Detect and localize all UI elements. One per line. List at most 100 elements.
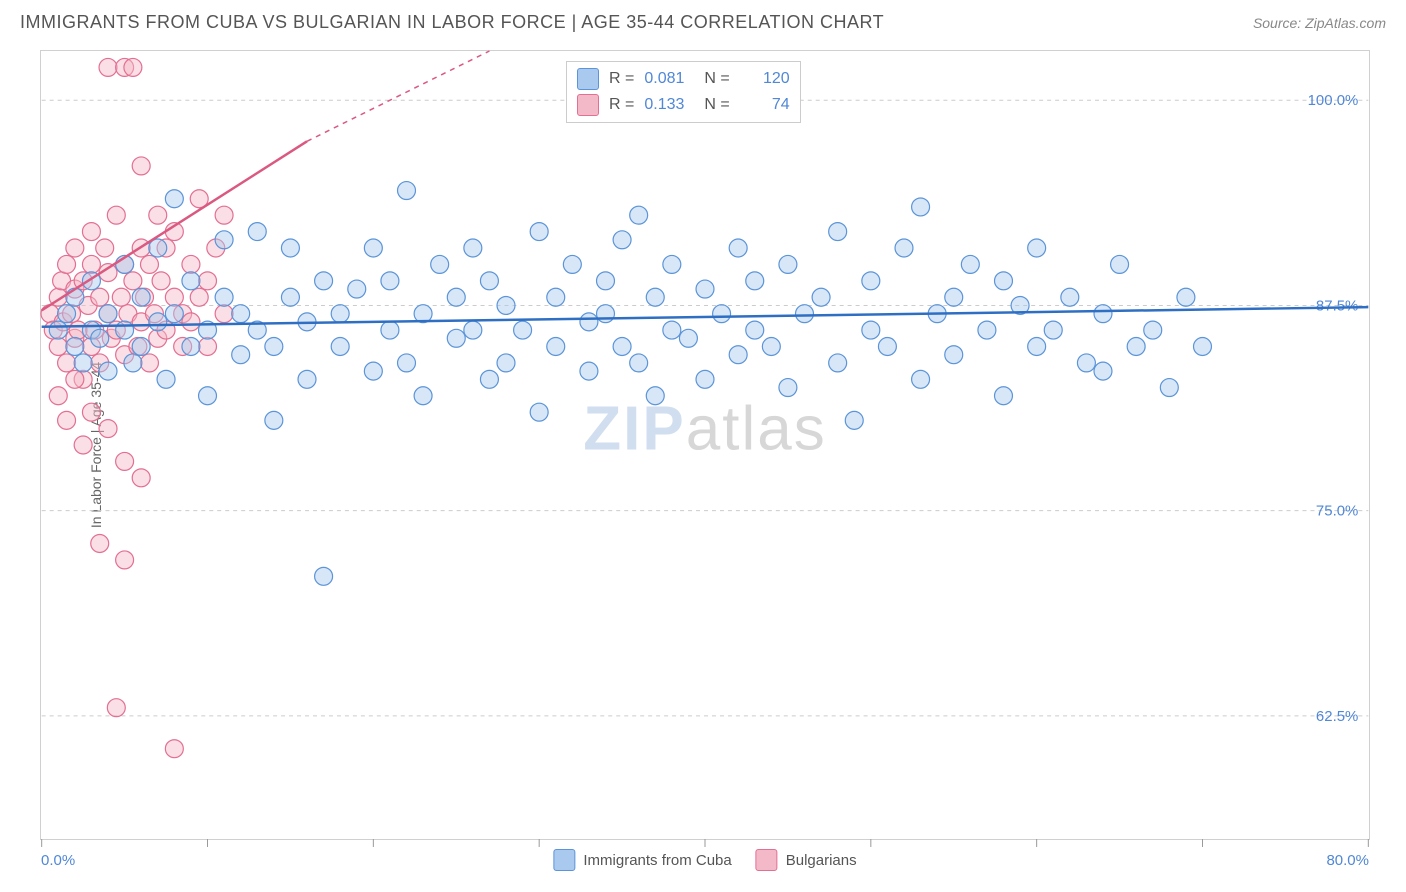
- data-point: [762, 338, 780, 356]
- data-point: [91, 535, 109, 553]
- data-point: [82, 255, 100, 273]
- data-point: [779, 379, 797, 397]
- data-point: [248, 223, 266, 241]
- stats-swatch: [577, 68, 599, 90]
- data-point: [182, 313, 200, 331]
- data-point: [646, 288, 664, 306]
- scatter-plot-svg: 62.5% 75.0% 87.5% 100.0%: [41, 51, 1369, 839]
- data-point: [514, 321, 532, 339]
- data-point: [112, 288, 130, 306]
- data-point: [679, 329, 697, 347]
- data-point: [696, 280, 714, 298]
- data-point: [107, 206, 125, 224]
- data-point: [165, 305, 183, 323]
- data-point: [149, 313, 167, 331]
- data-point: [315, 567, 333, 585]
- x-axis-start-label: 0.0%: [41, 852, 75, 869]
- data-point: [116, 452, 134, 470]
- data-point: [464, 239, 482, 257]
- data-point: [66, 288, 84, 306]
- data-point: [1028, 338, 1046, 356]
- data-point: [140, 354, 158, 372]
- stats-n-value: 120: [740, 70, 790, 88]
- stats-r-value: 0.081: [644, 70, 694, 88]
- data-point: [132, 157, 150, 175]
- data-point: [729, 239, 747, 257]
- data-point: [281, 239, 299, 257]
- data-point: [829, 354, 847, 372]
- data-point: [265, 338, 283, 356]
- data-point: [82, 403, 100, 421]
- data-point: [563, 255, 581, 273]
- legend-item: Immigrants from Cuba: [553, 849, 731, 871]
- data-point: [663, 321, 681, 339]
- data-point: [862, 272, 880, 290]
- stats-r-value: 0.133: [644, 96, 694, 114]
- data-point: [215, 305, 233, 323]
- data-point: [1111, 255, 1129, 273]
- data-point: [157, 370, 175, 388]
- data-point: [945, 288, 963, 306]
- data-point: [49, 321, 67, 339]
- stats-swatch: [577, 94, 599, 116]
- data-point: [91, 288, 109, 306]
- data-point: [107, 699, 125, 717]
- data-point: [729, 346, 747, 364]
- data-point: [1077, 354, 1095, 372]
- data-point: [547, 288, 565, 306]
- data-point: [597, 305, 615, 323]
- y-tick-label: 100.0%: [1308, 92, 1359, 109]
- data-point: [613, 231, 631, 249]
- data-point: [182, 255, 200, 273]
- data-point: [1177, 288, 1195, 306]
- data-point: [381, 321, 399, 339]
- y-tick-label: 87.5%: [1316, 297, 1358, 314]
- stats-row: R = 0.081 N = 120: [577, 66, 790, 92]
- data-point: [862, 321, 880, 339]
- data-point: [1094, 305, 1112, 323]
- stats-r-label: R =: [609, 70, 634, 88]
- data-point: [497, 296, 515, 314]
- data-point: [398, 182, 416, 200]
- data-point: [140, 255, 158, 273]
- data-point: [630, 354, 648, 372]
- data-point: [613, 338, 631, 356]
- data-point: [232, 305, 250, 323]
- data-point: [58, 255, 76, 273]
- data-point: [796, 305, 814, 323]
- data-point: [779, 255, 797, 273]
- data-point: [414, 387, 432, 405]
- data-point: [165, 740, 183, 758]
- x-axis-end-label: 80.0%: [1326, 852, 1369, 869]
- data-point: [165, 288, 183, 306]
- data-point: [530, 223, 548, 241]
- legend-swatch: [553, 849, 575, 871]
- data-point: [96, 239, 114, 257]
- data-point: [381, 272, 399, 290]
- data-point: [1144, 321, 1162, 339]
- y-tick-label: 62.5%: [1316, 708, 1358, 725]
- data-point: [199, 272, 217, 290]
- data-point: [199, 338, 217, 356]
- chart-container: In Labor Force | Age 35-44 62.5%75.0%87.…: [40, 50, 1370, 840]
- data-point: [398, 354, 416, 372]
- data-point: [995, 272, 1013, 290]
- data-point: [364, 239, 382, 257]
- data-point: [66, 370, 84, 388]
- data-point: [646, 387, 664, 405]
- stats-row: R = 0.133 N = 74: [577, 92, 790, 118]
- data-point: [182, 272, 200, 290]
- data-point: [597, 272, 615, 290]
- trend-line-extrapolated: [307, 51, 489, 141]
- data-point: [99, 305, 117, 323]
- data-point: [845, 411, 863, 429]
- data-point: [447, 288, 465, 306]
- data-point: [447, 329, 465, 347]
- data-point: [74, 436, 92, 454]
- data-point: [66, 239, 84, 257]
- data-point: [530, 403, 548, 421]
- data-point: [895, 239, 913, 257]
- data-point: [165, 190, 183, 208]
- chart-title: IMMIGRANTS FROM CUBA VS BULGARIAN IN LAB…: [20, 12, 884, 33]
- y-tick-label: 75.0%: [1316, 503, 1358, 520]
